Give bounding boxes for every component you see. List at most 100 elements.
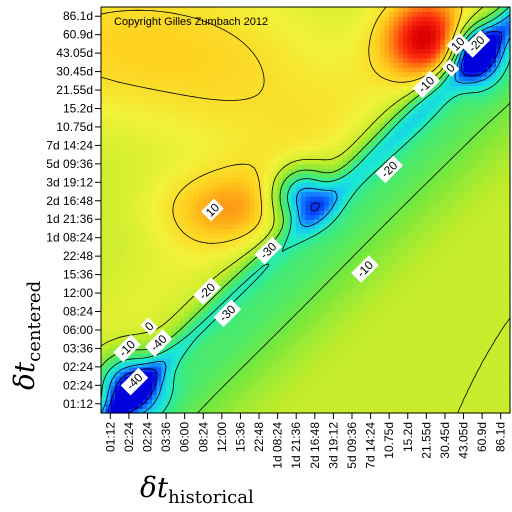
heatmap-cell <box>193 191 200 197</box>
heatmap-cell <box>105 57 111 63</box>
heatmap-cell <box>347 246 353 253</box>
heatmap-cell <box>231 126 237 133</box>
heatmap-cell <box>249 256 255 262</box>
heatmap-cell <box>221 329 228 336</box>
heatmap-cell <box>138 389 144 396</box>
heatmap-cell <box>347 210 353 216</box>
heatmap-cell <box>300 228 307 234</box>
heatmap-cell <box>361 163 367 170</box>
heatmap-cell <box>193 90 200 96</box>
heatmap-cell <box>268 316 274 322</box>
heatmap-cell <box>184 186 190 193</box>
heatmap-cell <box>101 205 107 211</box>
heatmap-cell <box>142 191 149 197</box>
heatmap-cell <box>152 237 158 243</box>
heatmap-cell <box>119 99 125 105</box>
heatmap-cell <box>231 237 237 243</box>
heatmap-cell <box>166 260 172 266</box>
heatmap-cell <box>291 200 297 206</box>
heatmap-cell <box>221 357 228 363</box>
heatmap-cell <box>291 316 297 322</box>
heatmap-cell <box>147 334 153 340</box>
heatmap-cell <box>245 399 251 405</box>
heatmap-cell <box>351 279 358 285</box>
heatmap-cell <box>101 311 107 317</box>
heatmap-cell <box>175 311 181 317</box>
heatmap-cell <box>189 343 195 350</box>
heatmap-cell <box>198 403 204 409</box>
heatmap-cell <box>245 182 251 188</box>
heatmap-cell <box>254 279 260 285</box>
heatmap-cell <box>268 297 274 303</box>
heatmap-cell <box>328 306 334 313</box>
heatmap-cell <box>198 85 204 91</box>
heatmap-cell <box>324 357 330 363</box>
heatmap-cell <box>305 242 311 248</box>
heatmap-cell <box>235 311 242 317</box>
heatmap-cell <box>198 233 204 239</box>
heatmap-cell <box>319 117 325 123</box>
heatmap-cell <box>356 329 362 336</box>
heatmap-cell <box>291 168 297 174</box>
heatmap-cell <box>217 274 223 280</box>
heatmap-cell <box>180 76 186 82</box>
heatmap-cell <box>152 366 158 373</box>
heatmap-cell <box>338 343 344 350</box>
heatmap-cell <box>342 76 348 82</box>
heatmap-cell <box>184 11 190 17</box>
heatmap-cell <box>175 108 181 114</box>
heatmap-cell <box>351 325 358 331</box>
heatmap-cell <box>272 150 279 156</box>
heatmap-cell <box>152 62 158 68</box>
heatmap-cell <box>347 140 353 147</box>
heatmap-cell <box>305 154 311 160</box>
heatmap-cell <box>156 122 163 128</box>
heatmap-cell <box>305 302 311 308</box>
heatmap-cell <box>296 20 302 27</box>
heatmap-cell <box>254 228 260 234</box>
heatmap-cell <box>254 371 260 377</box>
heatmap-cell <box>259 242 265 248</box>
heatmap-cell <box>319 306 325 313</box>
heatmap-cell <box>221 339 228 345</box>
heatmap-cell <box>333 48 339 54</box>
heatmap-cell <box>142 371 149 377</box>
heatmap-cell <box>147 20 153 27</box>
heatmap-cell <box>114 274 121 280</box>
heatmap-cell <box>184 311 190 317</box>
heatmap-cell <box>217 113 223 119</box>
heatmap-cell <box>268 362 274 368</box>
heatmap-cell <box>147 297 153 303</box>
heatmap-cell <box>245 71 251 77</box>
heatmap-cell <box>156 316 163 322</box>
heatmap-cell <box>217 380 223 386</box>
heatmap-cell <box>184 371 190 377</box>
heatmap-cell <box>249 408 255 414</box>
heatmap-cell <box>203 136 209 142</box>
heatmap-cell <box>338 30 344 36</box>
heatmap-cell <box>263 200 269 206</box>
heatmap-cell <box>207 246 214 253</box>
heatmap-cell <box>310 371 316 377</box>
heatmap-cell <box>110 76 116 82</box>
heatmap-cell <box>319 297 325 303</box>
heatmap-cell <box>105 242 111 248</box>
heatmap-cell <box>333 210 339 216</box>
heatmap-cell <box>240 371 246 377</box>
heatmap-cell <box>226 154 232 160</box>
heatmap-cell <box>226 126 232 133</box>
heatmap-cell <box>305 113 311 119</box>
heatmap-cell <box>142 357 149 363</box>
heatmap-cell <box>305 357 311 363</box>
heatmap-cell <box>128 182 135 188</box>
heatmap-cell <box>291 20 297 27</box>
heatmap-cell <box>324 279 330 285</box>
heatmap-cell <box>282 237 288 243</box>
heatmap-cell <box>119 173 125 179</box>
heatmap-cell <box>133 94 139 100</box>
heatmap-cell <box>310 34 316 40</box>
heatmap-cell <box>138 403 144 409</box>
heatmap-cell <box>249 117 255 123</box>
heatmap-cell <box>347 306 353 313</box>
heatmap-cell <box>259 403 265 409</box>
